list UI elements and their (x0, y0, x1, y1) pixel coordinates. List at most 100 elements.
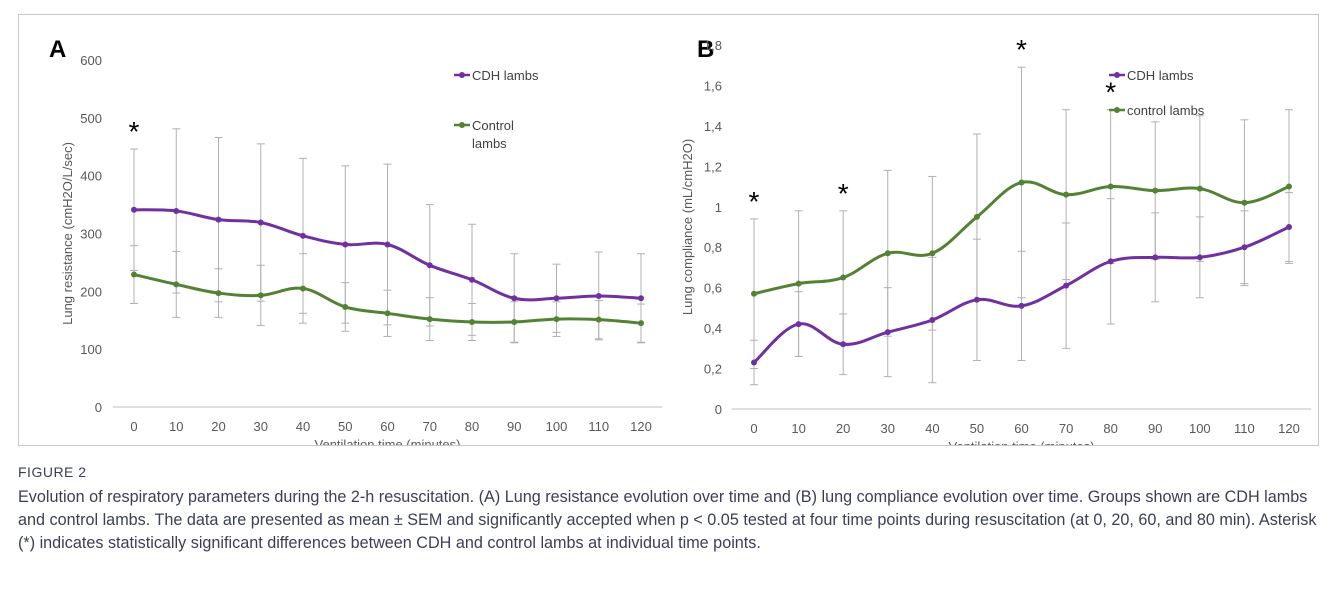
significance-asterisk: * (838, 178, 849, 209)
data-point (300, 285, 306, 292)
data-point (1152, 187, 1159, 194)
data-point (795, 280, 802, 287)
x-tick-label: 60 (380, 419, 394, 434)
data-point (300, 232, 306, 239)
data-point (1286, 224, 1292, 230)
data-point (929, 317, 936, 324)
figure-frame: A 0 100 200 300 400 500 600 0 10 20 30 40 50 60 70 80 90 1… (18, 14, 1319, 446)
y-axis-title: Lung compliance (mL/cmH2O) (680, 139, 695, 315)
data-point (884, 250, 891, 257)
x-tick-label: 90 (507, 419, 521, 434)
data-point (1018, 302, 1025, 309)
x-tick-label: 100 (1189, 421, 1211, 436)
data-point (638, 320, 644, 327)
panel-label: A (49, 36, 66, 63)
data-point (1107, 183, 1114, 190)
legend-label: Control lambs (472, 118, 514, 151)
y-tick-label: 0,8 (704, 240, 722, 255)
legend-marker (1114, 107, 1120, 113)
y-tick-label: 1,2 (704, 159, 722, 174)
figure-caption: FIGURE 2 Evolution of respiratory parame… (18, 456, 1318, 555)
data-point (1063, 282, 1070, 289)
data-point (1196, 254, 1203, 261)
y-tick-label: 1 (715, 200, 722, 215)
x-tick-label: 70 (1059, 421, 1073, 436)
data-point (638, 295, 644, 302)
x-tick-label: 10 (791, 421, 805, 436)
data-point (1286, 183, 1292, 190)
data-point (511, 318, 518, 325)
x-axis-title: Ventilation time (minutes) (949, 439, 1095, 445)
x-tick-label: 80 (1103, 421, 1117, 436)
y-axis-title: Lung resistance (cmH2O/L/sec) (60, 142, 75, 325)
significance-asterisk: * (1105, 77, 1116, 108)
x-tick-label: 0 (750, 421, 757, 436)
data-point (840, 341, 847, 348)
x-tick-label: 40 (925, 421, 939, 436)
data-point (426, 262, 433, 269)
data-point (469, 276, 475, 283)
data-point (173, 281, 180, 288)
y-tick-label: 1,8 (704, 38, 722, 53)
y-tick-label: 1,4 (704, 119, 722, 134)
data-point (973, 213, 980, 220)
data-point (215, 216, 222, 223)
chart-panel-b: B 0 0,2 0,4 0,6 0,8 1 1,2 1,4 1,6 1,8 0 10 20 30 40 50 60… (680, 34, 1312, 445)
data-point (751, 290, 757, 297)
data-point (257, 292, 264, 299)
y-tick-label: 100 (80, 342, 102, 357)
x-tick-label: 110 (588, 419, 609, 434)
data-point (1196, 185, 1203, 192)
data-point (173, 207, 180, 214)
data-point (215, 290, 222, 297)
x-tick-label: 30 (881, 421, 895, 436)
x-tick-label: 120 (630, 419, 652, 434)
y-tick-label: 0,2 (704, 362, 722, 377)
y-tick-label: 300 (80, 227, 102, 242)
data-point (384, 310, 391, 317)
x-tick-label: 20 (211, 419, 225, 434)
chart-panel-a: A 0 100 200 300 400 500 600 0 10 20 30 40 50 60 70 80 90 1… (49, 36, 663, 445)
caption-label: FIGURE 2 (18, 464, 87, 480)
legend-marker (459, 122, 465, 128)
data-point (929, 250, 936, 257)
legend-marker (1114, 72, 1120, 78)
x-tick-label: 90 (1148, 421, 1162, 436)
x-tick-label: 50 (338, 419, 352, 434)
data-point (342, 241, 349, 248)
x-tick-label: 110 (1234, 421, 1255, 436)
data-point (1018, 179, 1025, 186)
legend-label: CDH lambs (1127, 68, 1194, 83)
data-point (795, 321, 802, 328)
y-tick-label: 500 (80, 111, 102, 126)
data-point (595, 316, 602, 323)
data-point (342, 303, 349, 310)
data-point (384, 241, 391, 248)
x-tick-label: 120 (1278, 421, 1300, 436)
data-point (469, 318, 475, 325)
data-point (840, 274, 847, 281)
y-tick-label: 0 (95, 400, 102, 415)
x-tick-label: 10 (169, 419, 183, 434)
significance-asterisk: * (749, 186, 760, 217)
x-tick-label: 20 (836, 421, 850, 436)
data-point (426, 316, 433, 323)
x-tick-label: 70 (423, 419, 437, 434)
data-point (1241, 244, 1248, 251)
data-point (1241, 199, 1248, 206)
y-tick-label: 200 (80, 284, 102, 299)
x-axis-title: Ventilation time (minutes) (315, 437, 461, 445)
y-tick-label: 1,6 (704, 78, 722, 93)
data-point (553, 295, 560, 302)
data-point (131, 271, 137, 278)
y-tick-label: 400 (80, 169, 102, 184)
data-point (1107, 258, 1114, 265)
legend-label: CDH lambs (472, 68, 539, 83)
x-tick-label: 100 (546, 419, 568, 434)
legend-marker (459, 72, 465, 78)
data-point (595, 292, 602, 299)
y-tick-label: 600 (80, 53, 102, 68)
x-tick-label: 80 (465, 419, 479, 434)
x-tick-label: 40 (296, 419, 310, 434)
significance-asterisk: * (129, 116, 140, 147)
